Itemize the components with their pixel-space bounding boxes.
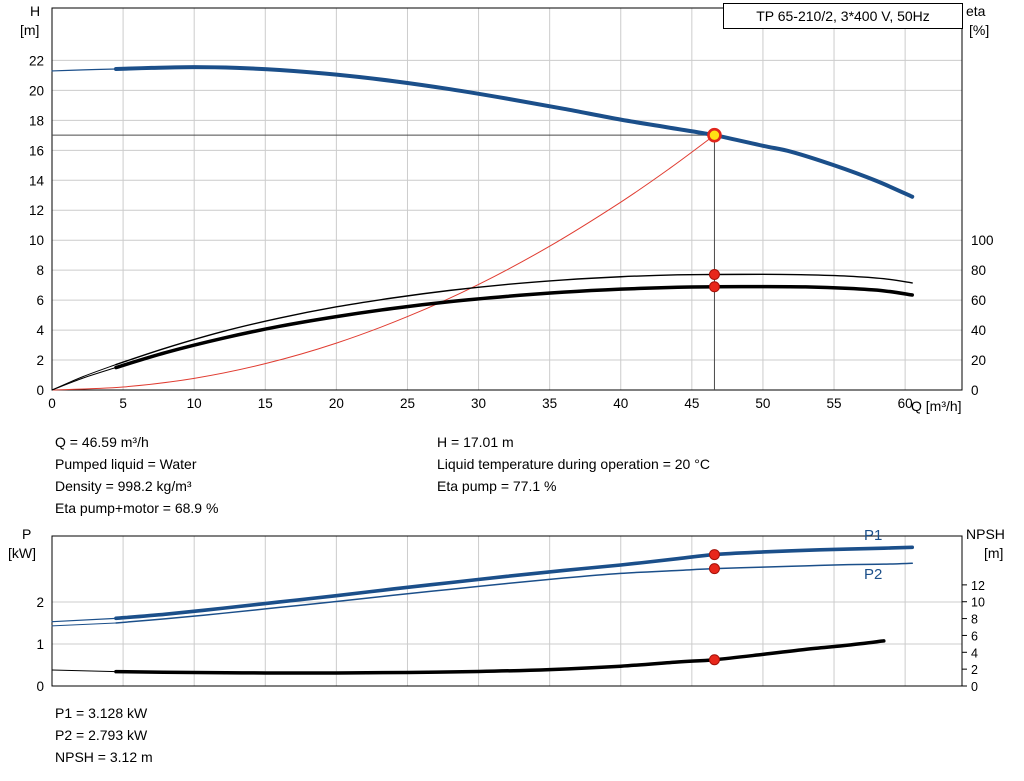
head-curve bbox=[113, 65, 915, 199]
tick-label: 60 bbox=[898, 396, 913, 411]
tick-label: 18 bbox=[29, 113, 44, 128]
qh-efficiency-chart: 0 2 4 6 8 10 12 14 16 18 20 22 0 20 40 60 80 100 0 5 10 15 20 2… bbox=[29, 7, 994, 411]
eta-pump-annotation: Eta pump = 77.1 % bbox=[437, 478, 557, 494]
tick-label: 35 bbox=[542, 396, 557, 411]
tick-label: 5 bbox=[119, 396, 127, 411]
plot-border bbox=[51, 535, 963, 687]
tick-label: 1 bbox=[36, 637, 44, 652]
tick-label: 0 bbox=[36, 679, 44, 694]
tick-label: 6 bbox=[36, 293, 44, 308]
p2-curve-label: P2 bbox=[864, 566, 883, 583]
eta-pump-motor-point-marker[interactable] bbox=[708, 281, 720, 293]
tick-label: 2 bbox=[36, 595, 44, 610]
tick-label: 20 bbox=[329, 396, 344, 411]
tick-label: 22 bbox=[29, 53, 44, 68]
tick-label: 4 bbox=[36, 323, 44, 338]
tick-label: 2 bbox=[36, 353, 44, 368]
tick-label: 50 bbox=[755, 396, 770, 411]
liquid-temperature-annotation: Liquid temperature during operation = 20… bbox=[437, 456, 710, 472]
tick-label: 25 bbox=[400, 396, 415, 411]
tick-label: 0 bbox=[48, 396, 56, 411]
tick-label: 100 bbox=[971, 233, 994, 248]
power-axis-title: P bbox=[22, 526, 32, 542]
npsh-axis-unit: [m] bbox=[984, 545, 1004, 561]
flow-axis-title: Q [m³/h] bbox=[911, 398, 962, 414]
tick-label: 14 bbox=[29, 173, 45, 188]
density-annotation: Density = 998.2 kg/m³ bbox=[55, 478, 192, 494]
head-curve-lead bbox=[51, 68, 117, 72]
tick-label: 8 bbox=[971, 613, 978, 627]
eta-pump-curve bbox=[115, 273, 913, 366]
tick-label: 55 bbox=[827, 396, 842, 411]
tick-label: 80 bbox=[971, 263, 986, 278]
eta-axis-unit: [%] bbox=[969, 22, 990, 38]
eta-pump-point-marker[interactable] bbox=[708, 269, 720, 281]
p1-curve-label: P1 bbox=[864, 527, 883, 544]
head-axis-unit: [m] bbox=[20, 22, 40, 38]
tick-label: 10 bbox=[187, 396, 202, 411]
tick-label: 15 bbox=[258, 396, 273, 411]
tick-label: 0 bbox=[971, 383, 979, 398]
duty-point-marker[interactable] bbox=[707, 127, 722, 143]
tick-label: 30 bbox=[471, 396, 486, 411]
npsh-value-annotation: NPSH = 3.12 m bbox=[55, 749, 153, 765]
npsh-curve-lead bbox=[51, 669, 117, 673]
tick-label: 60 bbox=[971, 293, 986, 308]
tick-label: 40 bbox=[613, 396, 628, 411]
npsh-axis-title: NPSH bbox=[966, 526, 1005, 542]
tick-label: 40 bbox=[971, 323, 986, 338]
tick-label: 12 bbox=[971, 579, 985, 593]
system-curve bbox=[51, 134, 715, 391]
pump-model-title-box: TP 65-210/2, 3*400 V, 50Hz bbox=[723, 3, 963, 29]
eta-pump-motor-curve bbox=[114, 284, 914, 370]
p2-curve-lead bbox=[51, 622, 117, 627]
tick-label: 6 bbox=[971, 629, 978, 643]
tick-label: 4 bbox=[971, 646, 978, 660]
tick-label: 8 bbox=[36, 263, 44, 278]
flow-annotation: Q = 46.59 m³/h bbox=[55, 434, 149, 450]
p1-curve bbox=[114, 545, 915, 621]
pumped-liquid-annotation: Pumped liquid = Water bbox=[55, 456, 197, 472]
tick-label: 45 bbox=[684, 396, 699, 411]
eta-pump-motor-curve-lead bbox=[51, 367, 117, 391]
p1-value-annotation: P1 = 3.128 kW bbox=[55, 705, 148, 721]
tick-label: 10 bbox=[971, 596, 985, 610]
npsh-point-marker[interactable] bbox=[708, 654, 720, 666]
eta-pump-motor-annotation: Eta pump+motor = 68.9 % bbox=[55, 500, 219, 516]
tick-label: 12 bbox=[29, 203, 44, 218]
head-axis-title: H bbox=[30, 3, 41, 19]
npsh-curve bbox=[114, 639, 886, 675]
p1-point-marker[interactable] bbox=[708, 549, 720, 561]
p2-curve bbox=[115, 562, 913, 624]
head-annotation: H = 17.01 m bbox=[437, 434, 514, 450]
eta-axis-title: eta bbox=[966, 3, 986, 19]
power-axis-unit: [kW] bbox=[8, 545, 36, 561]
plot-border bbox=[51, 7, 963, 391]
p2-point-marker[interactable] bbox=[708, 563, 720, 575]
tick-label: 20 bbox=[29, 83, 44, 98]
tick-label: 0 bbox=[36, 383, 44, 398]
operating-point-column-2: H = 17.01 m Liquid temperature during op… bbox=[437, 431, 710, 497]
p1-curve-lead bbox=[51, 617, 117, 623]
p2-value-annotation: P2 = 2.793 kW bbox=[55, 727, 148, 743]
tick-label: 2 bbox=[971, 663, 978, 677]
tick-label: 20 bbox=[971, 353, 986, 368]
tick-label: 16 bbox=[29, 143, 44, 158]
tick-label: 10 bbox=[29, 233, 44, 248]
tick-label: 0 bbox=[971, 680, 978, 694]
operating-point-column-1: Q = 46.59 m³/h Pumped liquid = Water Den… bbox=[55, 431, 218, 519]
power-npsh-values: P1 = 3.128 kW P2 = 2.793 kW NPSH = 3.12 … bbox=[55, 702, 153, 768]
